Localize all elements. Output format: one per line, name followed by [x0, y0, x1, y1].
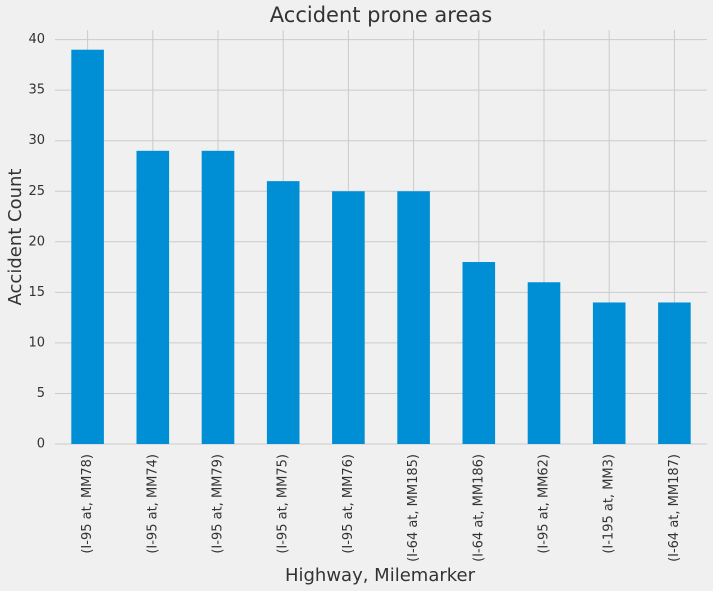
y-tick-label: 20: [28, 234, 45, 249]
x-axis-label: Highway, Milemarker: [285, 565, 476, 586]
y-tick-label: 10: [28, 335, 45, 350]
x-tick-label: (I-95 at, MM79): [211, 454, 226, 554]
bar: [527, 282, 561, 444]
chart-title: Accident prone areas: [270, 3, 492, 27]
bar: [397, 191, 430, 444]
y-tick-label: 0: [37, 437, 45, 452]
x-tick-label: (I-195 at, MM3): [602, 454, 617, 554]
y-tick-label: 30: [28, 133, 45, 148]
x-tick-label: (I-64 at, MM185): [406, 454, 421, 562]
y-tick-label: 35: [28, 83, 45, 98]
x-tick-label: (I-95 at, MM76): [341, 454, 356, 554]
x-tick-label: (I-95 at, MM75): [276, 454, 291, 554]
x-tick-label: (I-95 at, MM62): [537, 454, 552, 554]
bar: [332, 191, 365, 444]
x-tick-label: (I-95 at, MM78): [80, 454, 95, 554]
y-tick-label: 15: [28, 285, 45, 300]
bar: [266, 181, 300, 444]
x-tick-label: (I-64 at, MM186): [471, 454, 486, 562]
bar: [201, 150, 235, 445]
bar: [136, 150, 170, 445]
y-axis-label: Accident Count: [5, 169, 26, 306]
x-tick-label: (I-95 at, MM74): [145, 454, 160, 554]
y-tick-label: 40: [28, 32, 45, 47]
bar: [658, 302, 691, 444]
bar: [71, 49, 104, 444]
bar: [462, 262, 496, 444]
x-tick-label: (I-64 at, MM187): [667, 454, 682, 562]
y-tick-label: 5: [37, 386, 45, 401]
bar: [592, 302, 626, 444]
y-tick-label: 25: [28, 184, 45, 199]
